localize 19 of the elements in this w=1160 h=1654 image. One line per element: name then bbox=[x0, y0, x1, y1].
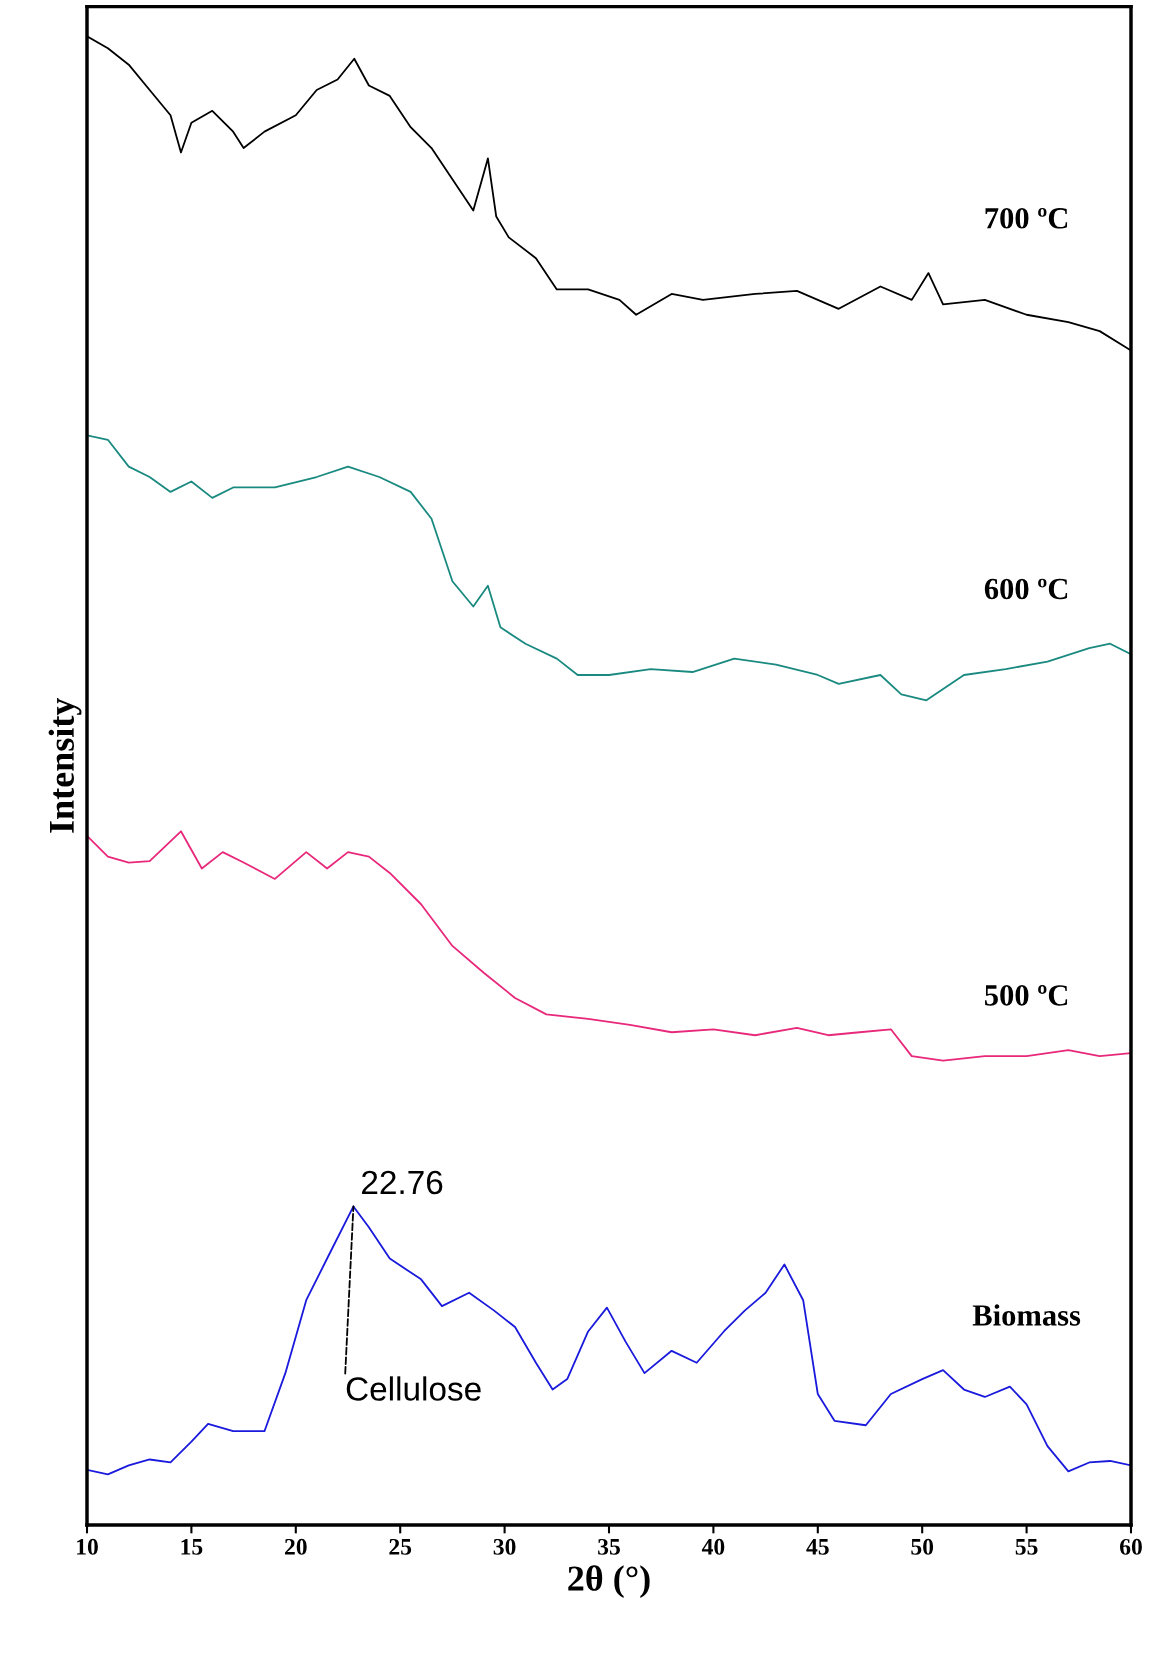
series-label: 500 ºC bbox=[985, 985, 1068, 1006]
x-tick-label: 35 bbox=[598, 1538, 620, 1555]
text: 700 ºC bbox=[985, 208, 1068, 229]
x-tick-label: 40 bbox=[701, 1538, 725, 1555]
x-tick-label: 30 bbox=[493, 1538, 516, 1555]
annotation: Cellulose bbox=[346, 1376, 481, 1401]
x-tick-label: 10 bbox=[77, 1538, 98, 1555]
x-tick-label: 50 bbox=[911, 1538, 934, 1555]
x-tick-label: 60 bbox=[1120, 1538, 1142, 1555]
series-label: 600 ºC bbox=[984, 578, 1068, 600]
x-tick-label: 25 bbox=[389, 1538, 412, 1555]
annotation: 22.76 bbox=[362, 1170, 443, 1195]
x-axis-title: 2θ (°) bbox=[568, 1565, 650, 1599]
x-tick-label: 45 bbox=[806, 1539, 829, 1555]
x-tick-label: 55 bbox=[1015, 1539, 1038, 1555]
y-axis-title: Intensity bbox=[48, 697, 82, 833]
x-tick-label: 20 bbox=[284, 1538, 307, 1555]
x-tick-label: 15 bbox=[181, 1538, 203, 1555]
series-label: Biomass bbox=[972, 1304, 1081, 1326]
